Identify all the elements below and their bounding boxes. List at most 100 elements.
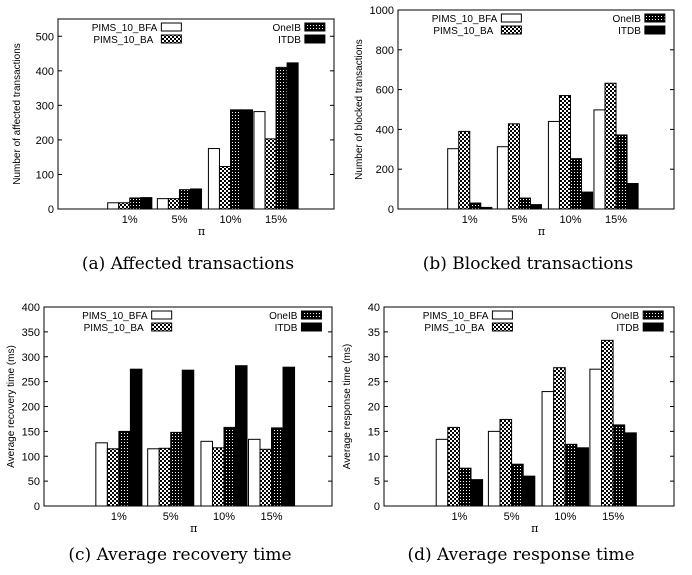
bar-pims-10-ba-5pct <box>499 418 513 507</box>
legend-label: ITDB <box>278 35 301 46</box>
legend-swatch <box>300 310 322 320</box>
bar-pims-10-bfa-10pct <box>547 120 560 210</box>
bar-oneib-15pct <box>615 134 628 210</box>
y-tick-label: 10 <box>368 451 380 463</box>
legend-label: ITDB <box>275 323 298 334</box>
x-tick-label: 5% <box>511 214 527 226</box>
y-tick-label: 0 <box>34 501 40 513</box>
bar-itdb-10pct <box>235 365 248 507</box>
bar-oneib-10pct <box>223 426 237 507</box>
bar-itdb-10pct <box>241 109 254 210</box>
y-tick-label: 1000 <box>370 5 394 17</box>
y-tick-label: 600 <box>376 85 394 97</box>
legend-label: OneIB <box>269 311 298 322</box>
chart-panel-2: 0 200 400 600 800 1000 Number of blocked trans… <box>354 5 675 274</box>
legend-label: PIMS_10_BA <box>84 323 144 334</box>
x-tick-label: 15% <box>605 214 627 226</box>
x-tick-label: 1% <box>451 511 467 523</box>
legend-label: OneIB <box>273 23 302 34</box>
x-tick-label: 5% <box>171 214 187 226</box>
y-tick-label: 300 <box>22 352 40 364</box>
bar-pims-10-ba-15pct <box>264 138 277 210</box>
bar-itdb-1pct <box>129 368 143 507</box>
y-tick-label: 15 <box>368 426 380 438</box>
subfigure-caption: (a) Affected transactions <box>82 254 294 274</box>
bar-pims-10-bfa-1pct <box>95 442 108 507</box>
bar-pims-10-ba-15pct <box>601 339 614 507</box>
bar-oneib-10pct <box>570 158 583 210</box>
bar-oneib-5pct <box>178 189 191 210</box>
chart-panel-3: 0 50 100 150 200 250 300 350 400 Average recovery… <box>6 302 333 565</box>
y-axis-label: Average recovery time (ms) <box>6 345 17 468</box>
legend-swatch <box>160 22 182 32</box>
y-tick-label: 800 <box>376 45 394 57</box>
bar-pims-10-bfa-10pct <box>541 391 555 507</box>
legend-swatch <box>151 310 173 320</box>
y-tick-label: 30 <box>368 352 380 364</box>
y-axis-label: Number of affected transactions <box>12 43 23 185</box>
y-tick-label: 200 <box>376 164 394 176</box>
bar-pims-10-bfa-1pct <box>435 438 449 507</box>
bar-pims-10-ba-10pct <box>553 367 566 507</box>
legend-label: PIMS_10_BFA <box>423 311 489 322</box>
legend-label: PIMS_10_BFA <box>82 311 148 322</box>
legend-swatch <box>491 310 513 320</box>
bar-oneib-1pct <box>458 467 472 507</box>
y-tick-label: 400 <box>376 124 394 136</box>
y-tick-label: 25 <box>368 377 380 389</box>
bar-pims-10-bfa-5pct <box>156 198 169 210</box>
bar-itdb-15pct <box>286 62 299 210</box>
bar-pims-10-bfa-15pct <box>589 368 603 507</box>
y-tick-label: 20 <box>368 402 380 414</box>
bar-itdb-1pct <box>480 206 493 210</box>
bar-oneib-1pct <box>118 430 131 507</box>
y-tick-label: 200 <box>22 402 40 414</box>
legend-swatch <box>304 22 326 32</box>
subfigure-caption: (b) Blocked transactions <box>423 254 633 274</box>
bar-pims-10-ba-1pct <box>106 448 120 507</box>
y-tick-label: 0 <box>374 501 380 513</box>
legend-swatch <box>642 310 664 320</box>
x-tick-label: 10% <box>213 511 235 523</box>
legend-label: PIMS_10_BFA <box>432 14 498 25</box>
bar-oneib-15pct <box>275 66 288 210</box>
bar-oneib-15pct <box>612 424 626 507</box>
bar-oneib-5pct <box>518 197 531 210</box>
legend-swatch <box>300 322 322 332</box>
bar-pims-10-bfa-5pct <box>147 448 160 507</box>
x-axis-label: π <box>198 225 205 238</box>
x-tick-label: 10% <box>554 511 576 523</box>
y-axis-label: Number of blocked transactions <box>354 39 365 180</box>
x-tick-label: 15% <box>261 511 283 523</box>
y-tick-label: 0 <box>388 204 394 216</box>
bar-itdb-1pct <box>140 197 153 210</box>
y-tick-label: 350 <box>22 327 40 339</box>
bar-itdb-10pct <box>581 191 594 210</box>
x-tick-label: 1% <box>122 214 138 226</box>
bar-itdb-5pct <box>529 204 543 210</box>
chart-panel-4: 0 5 10 15 20 25 30 35 40 Average response time (m… <box>342 302 675 565</box>
y-tick-label: 0 <box>48 204 54 216</box>
x-tick-label: 1% <box>462 214 478 226</box>
bar-itdb-15pct <box>626 183 639 210</box>
bar-itdb-15pct <box>282 366 296 507</box>
bar-pims-10-bfa-10pct <box>207 148 220 210</box>
legend-label: PIMS_10_BFA <box>92 23 158 34</box>
bar-oneib-10pct <box>564 443 578 507</box>
legend-label: ITDB <box>618 26 641 37</box>
legend-label: PIMS_10_BA <box>424 323 484 334</box>
y-tick-label: 100 <box>22 451 40 463</box>
y-tick-label: 400 <box>22 302 40 314</box>
y-tick-label: 35 <box>368 327 380 339</box>
bar-pims-10-ba-15pct <box>259 448 273 507</box>
bar-pims-10-bfa-1pct <box>447 148 460 210</box>
bar-itdb-5pct <box>522 475 536 507</box>
legend-label: PIMS_10_BA <box>93 35 153 46</box>
y-tick-label: 150 <box>22 426 40 438</box>
legend-label: ITDB <box>616 323 639 334</box>
y-tick-label: 40 <box>368 302 380 314</box>
